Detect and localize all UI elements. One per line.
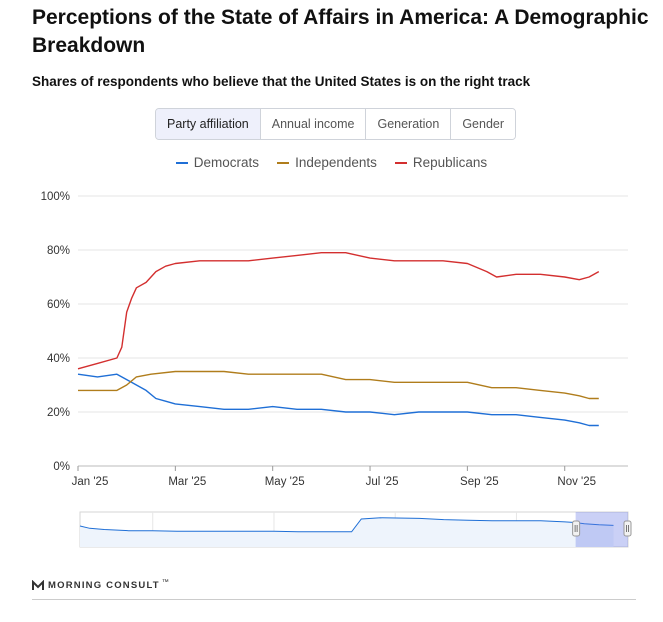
y-tick-label: 20% bbox=[47, 407, 70, 419]
legend-swatch-independents bbox=[277, 161, 290, 164]
y-tick-label: 80% bbox=[47, 245, 70, 257]
x-tick-label: Sep '25 bbox=[460, 476, 499, 488]
tab-gender[interactable]: Gender bbox=[451, 109, 516, 139]
chart-subtitle: Shares of respondents who believe that t… bbox=[32, 74, 531, 89]
y-tick-label: 40% bbox=[47, 353, 70, 365]
series-line-independents bbox=[78, 370, 599, 400]
legend-swatch-republicans bbox=[394, 161, 407, 164]
morning-consult-logo-icon bbox=[32, 580, 44, 590]
line-chart: 0% 20% 40% 60% 80% 100% Jan '25 Mar '25 May '25 J… bbox=[41, 191, 632, 548]
navigator-line bbox=[79, 517, 614, 533]
footer: MORNING CONSULT ™ bbox=[32, 579, 636, 600]
x-tick-label: Jan '25 bbox=[72, 476, 109, 488]
tab-party-affiliation[interactable]: Party affiliation bbox=[156, 109, 261, 139]
y-tick-label: 100% bbox=[41, 191, 70, 203]
legend-label-republicans: Republicans bbox=[412, 155, 488, 170]
legend-item-democrats[interactable]: Democrats bbox=[175, 155, 260, 170]
legend-item-republicans[interactable]: Republicans bbox=[394, 155, 488, 170]
tab-generation[interactable]: Generation bbox=[366, 109, 452, 139]
brand-trademark: ™ bbox=[161, 579, 169, 586]
chart-title: Perceptions of the State of Affairs in A… bbox=[32, 6, 649, 57]
navigator-handle-right[interactable] bbox=[623, 520, 632, 537]
category-tabs: Party affiliation Annual income Generati… bbox=[155, 108, 517, 140]
x-tick-label: Mar '25 bbox=[168, 476, 206, 488]
legend-label-democrats: Democrats bbox=[193, 155, 260, 170]
x-tick-label: May '25 bbox=[265, 476, 305, 488]
navigator-selection bbox=[575, 512, 628, 547]
legend-label-independents: Independents bbox=[295, 155, 377, 170]
navigator-handle-left[interactable] bbox=[572, 520, 581, 537]
y-tick-label: 60% bbox=[47, 299, 70, 311]
series-line-democrats bbox=[77, 373, 599, 427]
legend-swatch-democrats bbox=[175, 161, 188, 164]
x-tick-label: Jul '25 bbox=[366, 476, 399, 488]
brand-name: MORNING CONSULT bbox=[48, 580, 160, 591]
navigator-area bbox=[80, 517, 614, 547]
tab-annual-income[interactable]: Annual income bbox=[260, 109, 367, 139]
series-line-republicans bbox=[77, 252, 600, 370]
legend-item-independents[interactable]: Independents bbox=[277, 155, 377, 170]
x-tick-label: Nov '25 bbox=[557, 476, 596, 488]
chart-legend: Democrats Independents Republicans bbox=[0, 155, 663, 170]
y-tick-label: 0% bbox=[53, 461, 70, 473]
